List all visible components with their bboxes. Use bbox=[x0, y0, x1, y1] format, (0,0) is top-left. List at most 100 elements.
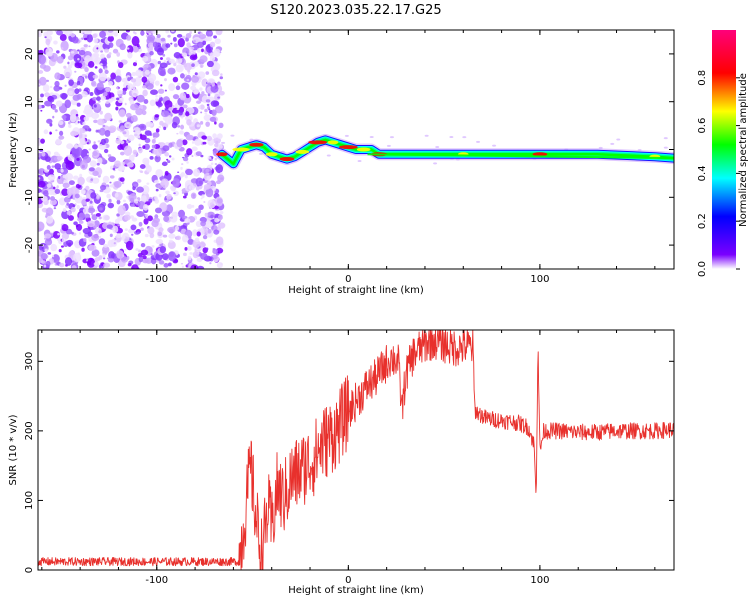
noise-speckle bbox=[136, 153, 139, 156]
noise-speckle bbox=[109, 181, 112, 184]
noise-speckle bbox=[45, 260, 51, 267]
noise-speckle bbox=[200, 252, 208, 260]
noise-speckle bbox=[147, 34, 156, 42]
noise-speckle bbox=[156, 102, 163, 108]
noise-speckle bbox=[99, 127, 106, 136]
noise-speckle bbox=[88, 45, 91, 48]
noise-speckle bbox=[193, 90, 199, 95]
noise-speckle bbox=[55, 100, 63, 107]
noise-speckle bbox=[221, 141, 226, 144]
noise-speckle bbox=[38, 170, 42, 174]
noise-speckle bbox=[155, 94, 158, 98]
noise-speckle bbox=[71, 147, 80, 158]
noise-speckle bbox=[172, 94, 180, 100]
noise-speckle bbox=[135, 248, 139, 252]
noise-speckle bbox=[191, 63, 195, 68]
noise-speckle bbox=[48, 188, 55, 196]
noise-speckle bbox=[215, 236, 224, 246]
noise-speckle bbox=[132, 82, 137, 87]
noise-speckle bbox=[64, 257, 73, 266]
noise-speckle bbox=[39, 63, 47, 69]
noise-speckle bbox=[214, 163, 218, 165]
noise-speckle bbox=[175, 85, 181, 91]
noise-speckle bbox=[199, 55, 208, 63]
noise-speckle bbox=[165, 190, 170, 195]
noise-speckle bbox=[209, 41, 216, 48]
noise-speckle bbox=[86, 220, 96, 228]
noise-speckle bbox=[186, 148, 193, 156]
noise-speckle bbox=[152, 41, 159, 48]
noise-speckle bbox=[77, 120, 80, 124]
noise-speckle bbox=[214, 93, 221, 101]
noise-speckle bbox=[207, 225, 210, 228]
noise-speckle bbox=[144, 214, 149, 217]
noise-speckle bbox=[138, 123, 147, 131]
noise-speckle bbox=[86, 153, 90, 156]
noise-speckle bbox=[191, 146, 198, 152]
noise-speckle bbox=[94, 257, 101, 262]
noise-speckle bbox=[162, 234, 168, 238]
noise-speckle bbox=[51, 165, 55, 168]
noise-speckle bbox=[95, 209, 98, 212]
noise-speckle bbox=[62, 182, 70, 189]
noise-speckle bbox=[156, 34, 161, 39]
noise-speckle bbox=[46, 183, 52, 188]
noise-speckle bbox=[67, 64, 73, 69]
noise-speckle bbox=[81, 247, 85, 252]
noise-speckle bbox=[110, 72, 116, 80]
noise-speckle bbox=[207, 229, 212, 234]
noise-speckle bbox=[218, 222, 226, 229]
noise-speckle bbox=[167, 251, 177, 262]
noise-speckle bbox=[202, 234, 208, 240]
noise-speckle bbox=[63, 65, 67, 69]
colorbar-tick-label: 0.2 bbox=[697, 213, 708, 229]
noise-speckle bbox=[131, 36, 140, 47]
noise-speckle bbox=[126, 196, 129, 199]
noise-speckle bbox=[127, 51, 133, 59]
noise-speckle bbox=[100, 53, 105, 59]
noise-speckle bbox=[100, 184, 107, 191]
figure-title: S120.2023.035.22.17.G25 bbox=[270, 3, 441, 18]
noise-speckle bbox=[119, 177, 125, 182]
spectrogram-y-tick-label: 10 bbox=[24, 95, 35, 108]
noise-speckle bbox=[120, 256, 129, 263]
noise-speckle bbox=[145, 82, 154, 90]
noise-speckle bbox=[205, 71, 210, 75]
noise-speckle bbox=[116, 213, 120, 217]
noise-speckle bbox=[62, 174, 68, 179]
noise-speckle bbox=[92, 170, 99, 177]
noise-speckle bbox=[61, 224, 69, 232]
noise-speckle bbox=[193, 40, 196, 43]
noise-speckle bbox=[92, 96, 97, 101]
noise-speckle bbox=[71, 231, 74, 235]
noise-speckle bbox=[204, 108, 208, 113]
noise-speckle bbox=[214, 157, 217, 161]
noise-speckle bbox=[75, 224, 79, 227]
noise-speckle bbox=[40, 93, 44, 98]
snr-panel: -100 0 100 0 100 200 300 Height of straight li… bbox=[8, 329, 675, 596]
snr-y-tick-label: 0 bbox=[24, 567, 35, 573]
colorbar-tick-label: 0.8 bbox=[697, 70, 708, 86]
noise-speckle bbox=[90, 212, 94, 216]
noise-speckle bbox=[145, 30, 154, 34]
noise-speckle bbox=[50, 243, 58, 252]
noise-speckle bbox=[41, 151, 46, 157]
noise-speckle bbox=[44, 248, 48, 253]
noise-speckle bbox=[157, 88, 165, 94]
noise-speckle bbox=[213, 137, 222, 144]
noise-speckle bbox=[66, 202, 70, 206]
noise-speckle bbox=[118, 120, 122, 123]
noise-speckle bbox=[131, 264, 139, 269]
noise-speckle bbox=[160, 37, 166, 42]
noise-speckle bbox=[207, 82, 212, 86]
noise-speckle bbox=[61, 232, 70, 240]
noise-speckle bbox=[165, 30, 169, 34]
noise-speckle bbox=[196, 100, 202, 104]
noise-speckle bbox=[43, 129, 49, 135]
noise-speckle bbox=[83, 116, 90, 122]
noise-speckle bbox=[96, 47, 99, 50]
noise-speckle bbox=[144, 69, 150, 75]
noise-speckle bbox=[104, 130, 111, 137]
noise-speckle bbox=[74, 62, 83, 69]
snr-y-tick-label: 100 bbox=[24, 491, 35, 510]
